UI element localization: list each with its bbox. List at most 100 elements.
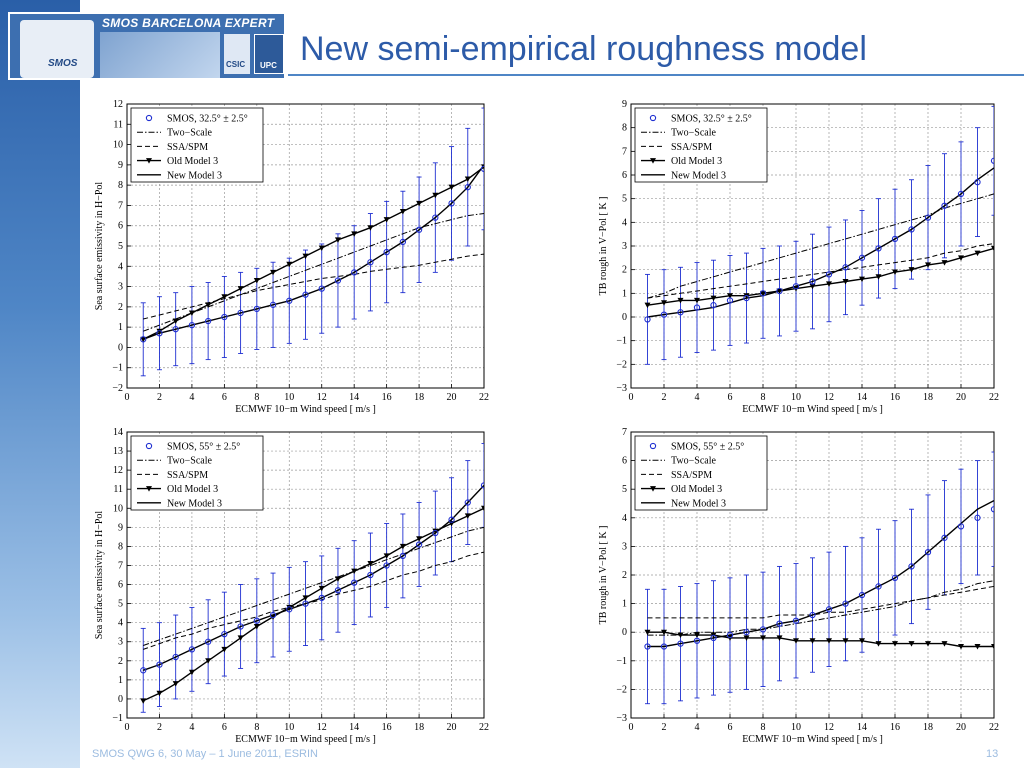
x-tick-label: 0 xyxy=(629,722,634,733)
smos-point xyxy=(825,271,833,278)
x-tick-label: 10 xyxy=(791,722,801,733)
old-model-marker xyxy=(908,267,915,273)
old-model-marker xyxy=(221,646,228,653)
legend-label: SMOS, 55° ± 2.5° xyxy=(167,442,240,453)
y-tick-label: 6 xyxy=(118,221,123,232)
x-tick-label: 12 xyxy=(824,722,834,733)
old-model-marker xyxy=(464,513,471,519)
y-tick-label: 7 xyxy=(118,200,123,211)
smos-point xyxy=(156,661,163,668)
legend-box xyxy=(130,107,264,183)
y-tick-label: 0 xyxy=(118,342,123,353)
old-model-marker xyxy=(367,561,374,567)
old-model-marker xyxy=(188,310,195,316)
smos-point xyxy=(776,287,783,295)
smos-point xyxy=(351,269,358,276)
old-model-marker xyxy=(416,200,423,207)
old-model-marker xyxy=(302,253,309,260)
x-tick-label: 18 xyxy=(923,722,933,733)
x-tick-label: 8 xyxy=(761,722,766,733)
smos-point xyxy=(188,646,196,653)
smos-point xyxy=(974,514,981,521)
old-model-marker xyxy=(481,505,484,512)
y-tick-label: 7 xyxy=(622,146,627,157)
x-tick-label: 6 xyxy=(728,722,733,733)
legend-label: New Model 3 xyxy=(167,170,222,181)
y-tick-label: 3 xyxy=(622,541,627,552)
y-axis-label: TB rough in V−Pol [ K ] xyxy=(598,197,609,296)
legend-smos-symbol xyxy=(649,114,657,122)
y-axis-label: Sea surface emissivity in H−Pol xyxy=(94,511,105,640)
y-tick-label: 8 xyxy=(118,541,123,552)
old-model-marker xyxy=(399,209,406,215)
x-tick-label: 20 xyxy=(447,722,457,733)
y-tick-label: 7 xyxy=(118,560,123,571)
smos-point xyxy=(660,311,668,318)
x-tick-label: 4 xyxy=(695,722,700,733)
smos-point xyxy=(367,259,374,266)
y-tick-label: 8 xyxy=(622,123,627,134)
x-tick-label: 14 xyxy=(857,392,867,403)
old-model-marker xyxy=(925,641,931,647)
y-tick-label: 9 xyxy=(622,99,627,110)
x-tick-label: 10 xyxy=(791,392,801,403)
y-tick-label: 11 xyxy=(113,484,123,495)
smos-point xyxy=(269,611,277,619)
old-model-marker xyxy=(237,635,244,641)
two-scale-line xyxy=(143,213,484,332)
x-tick-label: 16 xyxy=(890,722,900,733)
old-model-marker xyxy=(760,635,766,641)
smos-point xyxy=(693,304,701,311)
building-image xyxy=(100,32,220,78)
smos-point xyxy=(334,587,342,594)
old-model-marker xyxy=(826,638,832,644)
smos-point xyxy=(957,190,965,198)
legend-old-model-marker xyxy=(146,486,152,492)
old-model-marker xyxy=(958,255,964,261)
legend-label: Two−Scale xyxy=(671,128,716,139)
smos-point xyxy=(941,202,948,209)
x-tick-label: 8 xyxy=(761,392,766,403)
csic-logo-text: CSIC xyxy=(226,60,246,69)
y-tick-label: 5 xyxy=(622,484,627,495)
old-model-marker xyxy=(334,576,341,582)
y-tick-label: 1 xyxy=(622,288,627,299)
legend-label: SMOS, 55° ± 2.5° xyxy=(671,442,744,453)
old-model-line xyxy=(142,166,484,340)
legend-old-model-marker xyxy=(650,158,656,164)
csic-logo: CSIC xyxy=(224,34,250,74)
y-tick-label: 11 xyxy=(113,119,123,130)
plot-frame xyxy=(126,431,485,719)
y-tick-label: 5 xyxy=(622,194,627,205)
y-tick-label: −2 xyxy=(616,684,627,695)
y-tick-label: −3 xyxy=(616,713,627,724)
smos-point xyxy=(237,309,244,317)
old-model-marker xyxy=(399,543,406,550)
old-model-marker xyxy=(172,318,179,325)
smos-point xyxy=(957,523,965,530)
smos-point xyxy=(990,506,994,513)
old-model-marker xyxy=(941,260,948,266)
smos-point xyxy=(743,629,750,636)
old-model-marker xyxy=(270,269,277,276)
title-divider xyxy=(288,74,1024,76)
smos-point xyxy=(891,235,899,243)
legend-label: Old Model 3 xyxy=(167,156,218,167)
y-tick-label: 3 xyxy=(622,241,627,252)
old-model-marker xyxy=(318,585,325,592)
x-tick-label: 12 xyxy=(317,722,327,733)
legend-label: Old Model 3 xyxy=(167,484,218,495)
old-model-marker xyxy=(188,669,195,676)
old-model-marker xyxy=(334,237,341,243)
smos-logo-text: SMOS xyxy=(48,58,78,69)
smos-point xyxy=(269,301,277,308)
old-model-marker xyxy=(464,176,471,183)
x-tick-label: 16 xyxy=(382,392,392,403)
old-model-marker xyxy=(383,217,390,223)
y-tick-label: 3 xyxy=(118,637,123,648)
smos-point xyxy=(172,653,179,661)
new-model-line xyxy=(142,484,484,671)
y-tick-label: 9 xyxy=(118,522,123,533)
smos-point xyxy=(974,178,981,186)
